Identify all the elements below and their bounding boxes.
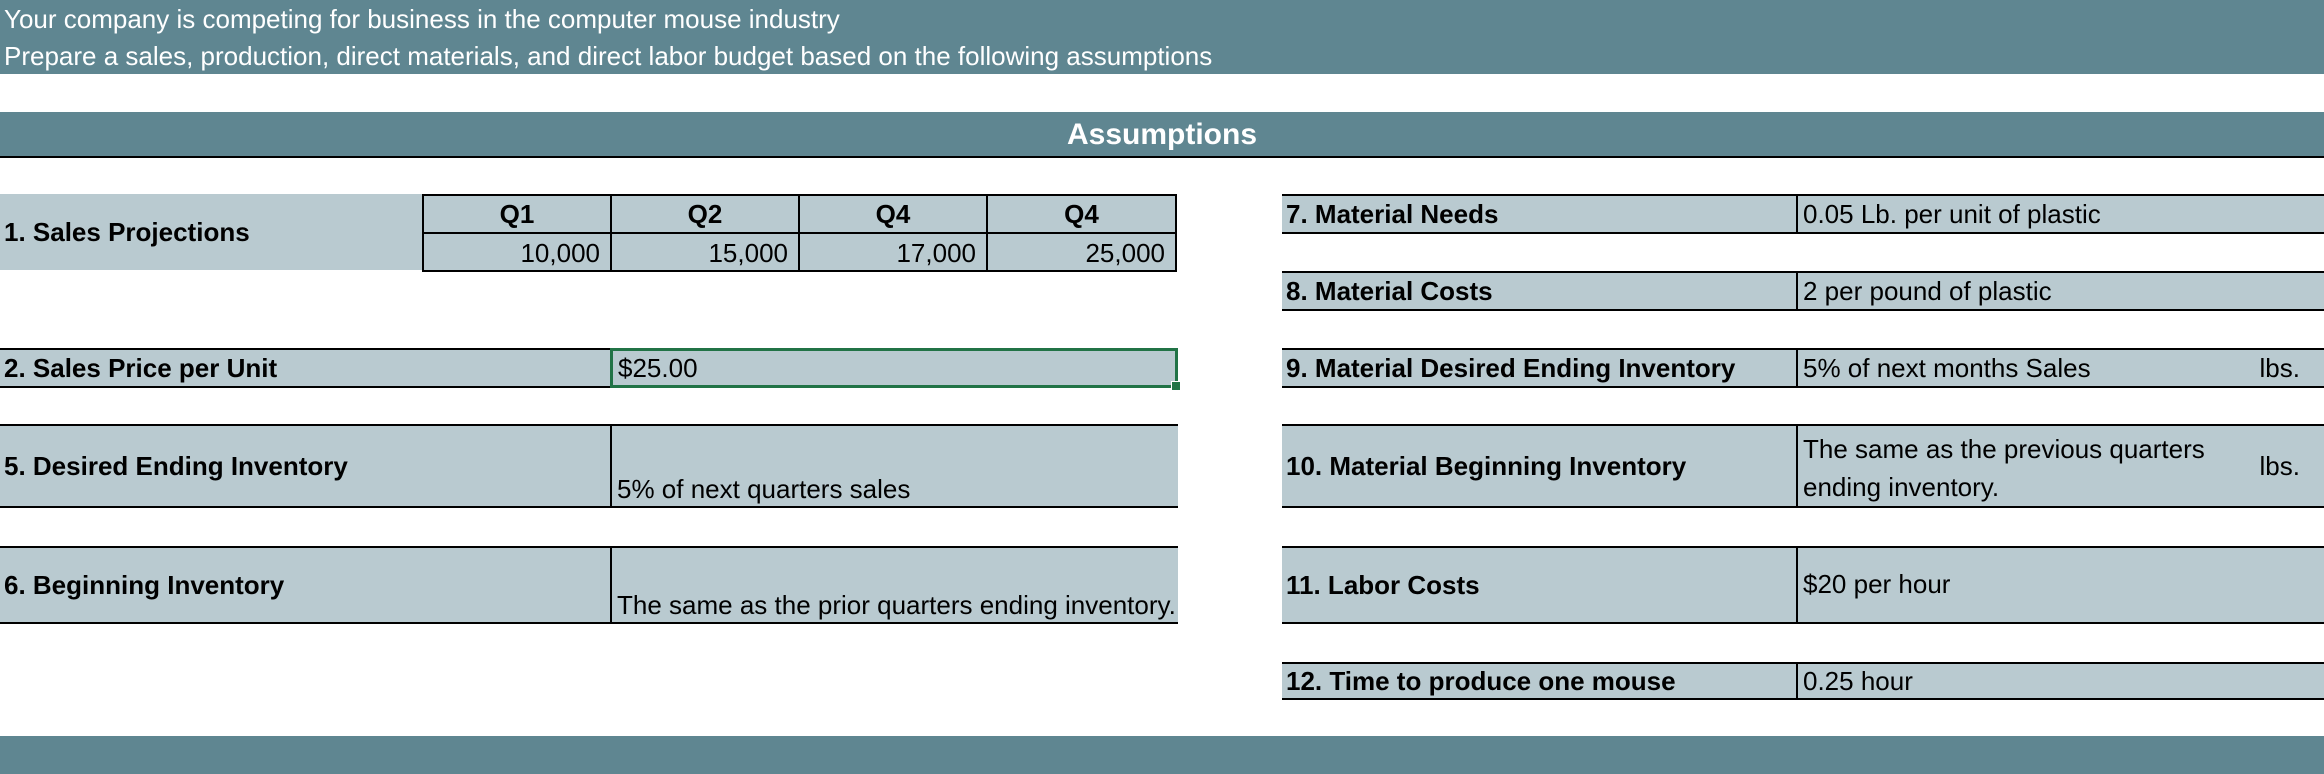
fill-handle[interactable] <box>1171 381 1181 391</box>
assumptions-header: Assumptions <box>0 112 2324 158</box>
quarter-value-2[interactable]: 15,000 <box>612 234 800 272</box>
sales-price-label: 2. Sales Price per Unit <box>0 348 610 388</box>
quarter-value-4[interactable]: 25,000 <box>988 234 1177 272</box>
desired-ending-inventory-label: 5. Desired Ending Inventory <box>0 424 610 508</box>
labor-costs-value[interactable]: $20 per hour <box>1796 546 2324 624</box>
footer-band <box>0 736 2324 774</box>
material-costs-label: 8. Material Costs <box>1282 271 1796 311</box>
labor-costs-label: 11. Labor Costs <box>1282 546 1796 624</box>
intro-line-1: Your company is competing for business i… <box>4 4 840 34</box>
intro-banner <box>0 0 2324 74</box>
material-needs-value[interactable]: 0.05 Lb. per unit of plastic <box>1796 194 2324 234</box>
beginning-inventory-label: 6. Beginning Inventory <box>0 546 610 624</box>
material-beginning-inventory-unit: lbs. <box>2259 451 2300 481</box>
time-to-produce-value[interactable]: 0.25 hour <box>1796 662 2324 700</box>
sales-projections-label: 1. Sales Projections <box>0 194 422 270</box>
beginning-inventory-value[interactable]: The same as the prior quarters ending in… <box>610 546 1178 624</box>
material-beginning-inventory-value-line-1: The same as the previous quarters <box>1803 434 2205 464</box>
material-desired-ending-inventory-unit: lbs. <box>2259 353 2300 383</box>
quarter-value-1[interactable]: 10,000 <box>422 234 612 272</box>
material-desired-ending-inventory-label: 9. Material Desired Ending Inventory <box>1282 348 1796 388</box>
material-beginning-inventory-value-line-2: ending inventory. <box>1803 472 2000 502</box>
quarter-header-1: Q1 <box>422 194 612 234</box>
sales-price-cell[interactable]: $25.00 <box>610 348 1178 388</box>
quarter-header-4: Q4 <box>988 194 1177 234</box>
intro-line-2: Prepare a sales, production, direct mate… <box>4 41 1213 71</box>
sales-price-value: $25.00 <box>618 353 698 383</box>
time-to-produce-label: 12. Time to produce one mouse <box>1282 662 1796 700</box>
material-desired-ending-inventory-cell[interactable]: 5% of next months Sales lbs. <box>1796 348 2324 388</box>
material-costs-value[interactable]: 2 per pound of plastic <box>1796 271 2324 311</box>
quarter-header-2: Q2 <box>612 194 800 234</box>
material-needs-label: 7. Material Needs <box>1282 194 1796 234</box>
quarter-header-3: Q4 <box>800 194 988 234</box>
quarter-value-3[interactable]: 17,000 <box>800 234 988 272</box>
desired-ending-inventory-value[interactable]: 5% of next quarters sales <box>610 424 1178 508</box>
material-desired-ending-inventory-value: 5% of next months Sales <box>1803 353 2091 383</box>
material-beginning-inventory-cell[interactable]: The same as the previous quarters ending… <box>1796 424 2324 508</box>
material-beginning-inventory-label: 10. Material Beginning Inventory <box>1282 424 1796 508</box>
